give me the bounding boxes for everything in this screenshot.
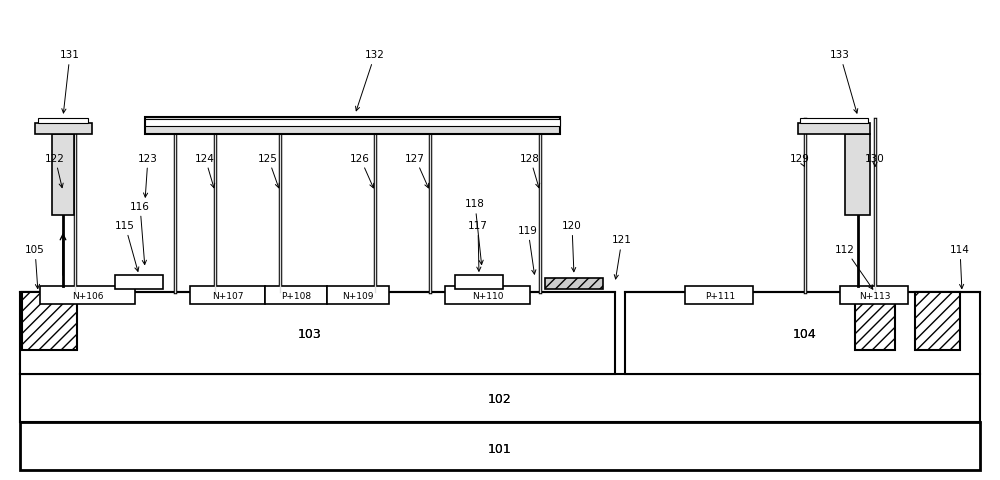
Text: 124: 124	[195, 153, 215, 188]
Text: N+110: N+110	[472, 291, 504, 300]
Text: N+106: N+106	[72, 291, 104, 300]
Text: 116: 116	[130, 201, 150, 265]
Text: 121: 121	[612, 235, 632, 279]
Text: 126: 126	[350, 153, 374, 189]
Text: 112: 112	[835, 244, 873, 289]
Bar	[190, 287, 265, 305]
Text: 132: 132	[356, 50, 385, 111]
Text: 105: 105	[25, 244, 45, 289]
Text: 118: 118	[465, 199, 485, 265]
Bar	[145, 118, 560, 134]
Text: 120: 120	[562, 220, 582, 272]
Bar	[115, 276, 163, 289]
Text: P+108: P+108	[281, 291, 311, 300]
Bar	[22, 293, 77, 350]
Bar	[445, 287, 530, 305]
Bar	[915, 293, 960, 350]
Text: 123: 123	[138, 153, 158, 198]
Bar	[265, 287, 327, 305]
Text: 104: 104	[793, 327, 817, 340]
Text: 117: 117	[468, 220, 488, 272]
Bar	[38, 119, 88, 124]
Bar	[35, 124, 92, 134]
Bar	[20, 293, 615, 374]
Bar	[845, 134, 870, 216]
Bar	[545, 278, 603, 289]
Bar	[20, 422, 980, 470]
Bar	[798, 124, 870, 134]
Bar	[625, 293, 980, 374]
Text: N+107: N+107	[212, 291, 244, 300]
Text: 122: 122	[45, 153, 65, 188]
Text: 128: 128	[520, 153, 540, 188]
Text: 103: 103	[298, 327, 322, 340]
Text: 127: 127	[405, 153, 429, 189]
Bar	[685, 287, 753, 305]
Text: 119: 119	[518, 225, 538, 275]
Bar	[327, 287, 389, 305]
Text: P+111: P+111	[705, 291, 735, 300]
Bar	[20, 374, 980, 422]
Bar	[40, 287, 135, 305]
Text: 102: 102	[488, 392, 512, 405]
Text: N+109: N+109	[342, 291, 374, 300]
Bar	[52, 134, 74, 216]
Text: 103: 103	[298, 327, 322, 340]
Text: 101: 101	[488, 442, 512, 456]
Text: 130: 130	[865, 153, 885, 167]
Text: 115: 115	[115, 220, 139, 272]
Bar	[455, 276, 503, 289]
Bar	[855, 293, 895, 350]
Text: 131: 131	[60, 50, 80, 114]
Text: 102: 102	[488, 392, 512, 405]
Text: 129: 129	[790, 153, 810, 167]
Text: N+113: N+113	[859, 291, 891, 300]
Text: 114: 114	[950, 244, 970, 289]
Text: 125: 125	[258, 153, 279, 188]
Text: 101: 101	[488, 442, 512, 456]
Text: 104: 104	[793, 327, 817, 340]
Bar	[840, 287, 908, 305]
Bar	[145, 120, 560, 127]
Text: 133: 133	[830, 50, 858, 114]
Bar	[800, 119, 868, 124]
